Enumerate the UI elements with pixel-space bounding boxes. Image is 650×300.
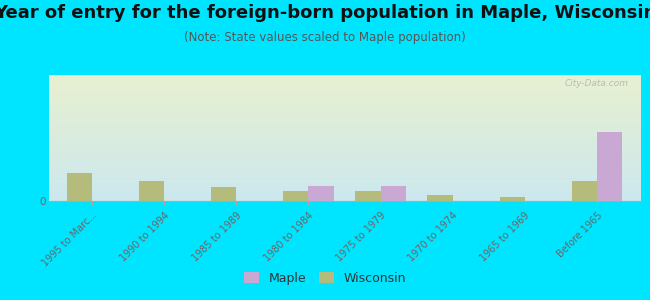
Bar bbox=[139, 181, 164, 201]
Bar bbox=[67, 173, 92, 201]
Bar bbox=[309, 186, 333, 201]
Text: Year of entry for the foreign-born population in Maple, Wisconsin: Year of entry for the foreign-born popul… bbox=[0, 4, 650, 22]
Bar bbox=[211, 187, 237, 201]
Bar bbox=[597, 132, 622, 201]
Bar bbox=[428, 195, 452, 201]
Text: City-Data.com: City-Data.com bbox=[564, 79, 629, 88]
Bar bbox=[500, 197, 525, 201]
Text: (Note: State values scaled to Maple population): (Note: State values scaled to Maple popu… bbox=[184, 32, 466, 44]
Bar bbox=[283, 191, 309, 201]
Bar bbox=[356, 191, 380, 201]
Legend: Maple, Wisconsin: Maple, Wisconsin bbox=[244, 272, 406, 285]
Bar bbox=[572, 181, 597, 201]
Bar bbox=[380, 186, 406, 201]
